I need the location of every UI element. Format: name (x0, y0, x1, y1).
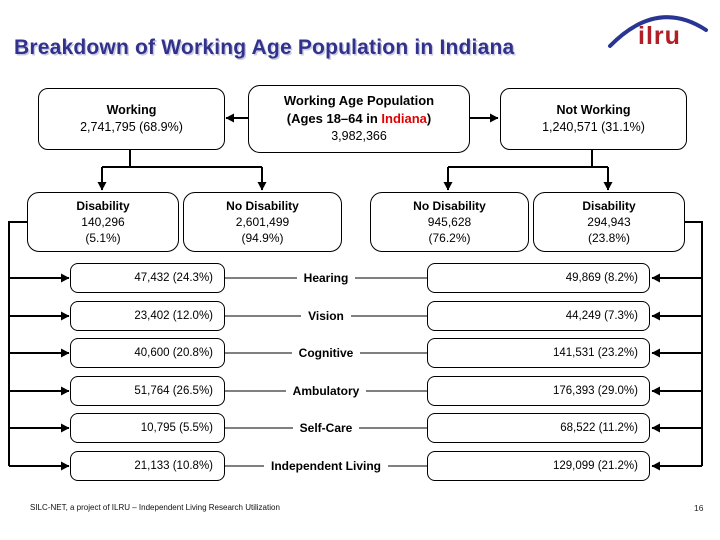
box-working: Working 2,741,795 (68.9%) (38, 88, 225, 150)
box-not-working-no-disability: No Disability 945,628 (76.2%) (370, 192, 529, 252)
independent-living-not-working-value: 129,099 (21.2%) (427, 451, 650, 481)
vision-not-working-value: 44,249 (7.3%) (427, 301, 650, 331)
row-ambulatory: 51,764 (26.5%) Ambulatory 176,393 (29.0%… (0, 376, 720, 406)
page-number: 16 (694, 503, 704, 513)
cognitive-label: Cognitive (291, 346, 361, 360)
state-name: Indiana (381, 111, 427, 127)
box-working-age-population: Working Age Population (Ages 18–64 in In… (248, 85, 470, 153)
level2-label: No Disability (226, 198, 299, 213)
cognitive-working-value: 40,600 (20.8%) (70, 338, 225, 368)
level2-label: Disability (582, 198, 636, 213)
cognitive-not-working-value: 141,531 (23.2%) (427, 338, 650, 368)
vision-label-wrap: Vision (225, 301, 427, 331)
row-independent-living: 21,133 (10.8%) Independent Living 129,09… (0, 451, 720, 481)
working-value: 2,741,795 (68.9%) (80, 120, 183, 134)
level2-percent: (94.9%) (241, 231, 284, 246)
level2-percent: (76.2%) (428, 231, 471, 246)
level2-value: 294,943 (587, 214, 631, 229)
box-working-disability: Disability 140,296 (5.1%) (27, 192, 179, 252)
vision-working-value: 23,402 (12.0%) (70, 301, 225, 331)
vision-label: Vision (301, 309, 351, 323)
ambulatory-label-wrap: Ambulatory (225, 376, 427, 406)
footer-credit: SILC-NET, a project of ILRU – Independen… (30, 503, 280, 512)
logo-wordmark: ilru (638, 22, 681, 50)
hearing-working-value: 47,432 (24.3%) (70, 263, 225, 293)
hearing-label: Hearing (296, 271, 356, 285)
level2-percent: (23.8%) (587, 231, 631, 246)
self-care-not-working-value: 68,522 (11.2%) (427, 413, 650, 443)
level2-label: No Disability (413, 198, 486, 213)
logo-swoosh-icon (608, 15, 708, 48)
self-care-label-wrap: Self-Care (225, 413, 427, 443)
working-label: Working (106, 102, 157, 117)
row-vision: 23,402 (12.0%) Vision 44,249 (7.3%) (0, 301, 720, 331)
population-label: Working Age Population (283, 93, 435, 109)
independent-living-working-value: 21,133 (10.8%) (70, 451, 225, 481)
population-subtitle: (Ages 18–64 in Indiana) (287, 110, 432, 128)
ilru-logo: ilru (602, 5, 714, 57)
not-working-label: Not Working (556, 102, 631, 117)
close-paren: ) (426, 111, 432, 127)
row-self-care: 10,795 (5.5%) Self-Care 68,522 (11.2%) (0, 413, 720, 443)
ages-text: (Ages 18–64 in (286, 111, 382, 127)
ambulatory-not-working-value: 176,393 (29.0%) (427, 376, 650, 406)
cognitive-label-wrap: Cognitive (225, 338, 427, 368)
independent-living-label-wrap: Independent Living (225, 451, 427, 481)
level2-percent: (5.1%) (85, 231, 121, 246)
slide-title: Breakdown of Working Age Population in I… (14, 36, 515, 59)
level2-value: 945,628 (427, 214, 472, 229)
row-cognitive: 40,600 (20.8%) Cognitive 141,531 (23.2%) (0, 338, 720, 368)
ambulatory-working-value: 51,764 (26.5%) (70, 376, 225, 406)
box-not-working-disability: Disability 294,943 (23.8%) (533, 192, 685, 252)
population-value: 3,982,366 (331, 129, 387, 144)
independent-living-label: Independent Living (264, 459, 388, 473)
level2-value: 2,601,499 (235, 214, 290, 229)
box-not-working: Not Working 1,240,571 (31.1%) (500, 88, 687, 150)
ambulatory-label: Ambulatory (285, 384, 367, 398)
level2-label: Disability (76, 198, 130, 213)
box-working-no-disability: No Disability 2,601,499 (94.9%) (183, 192, 342, 252)
self-care-label: Self-Care (292, 421, 360, 435)
self-care-working-value: 10,795 (5.5%) (70, 413, 225, 443)
not-working-value: 1,240,571 (31.1%) (542, 120, 645, 134)
row-hearing: 47,432 (24.3%) Hearing 49,869 (8.2%) (0, 263, 720, 293)
hearing-label-wrap: Hearing (225, 263, 427, 293)
level2-value: 140,296 (81, 214, 125, 229)
hearing-not-working-value: 49,869 (8.2%) (427, 263, 650, 293)
